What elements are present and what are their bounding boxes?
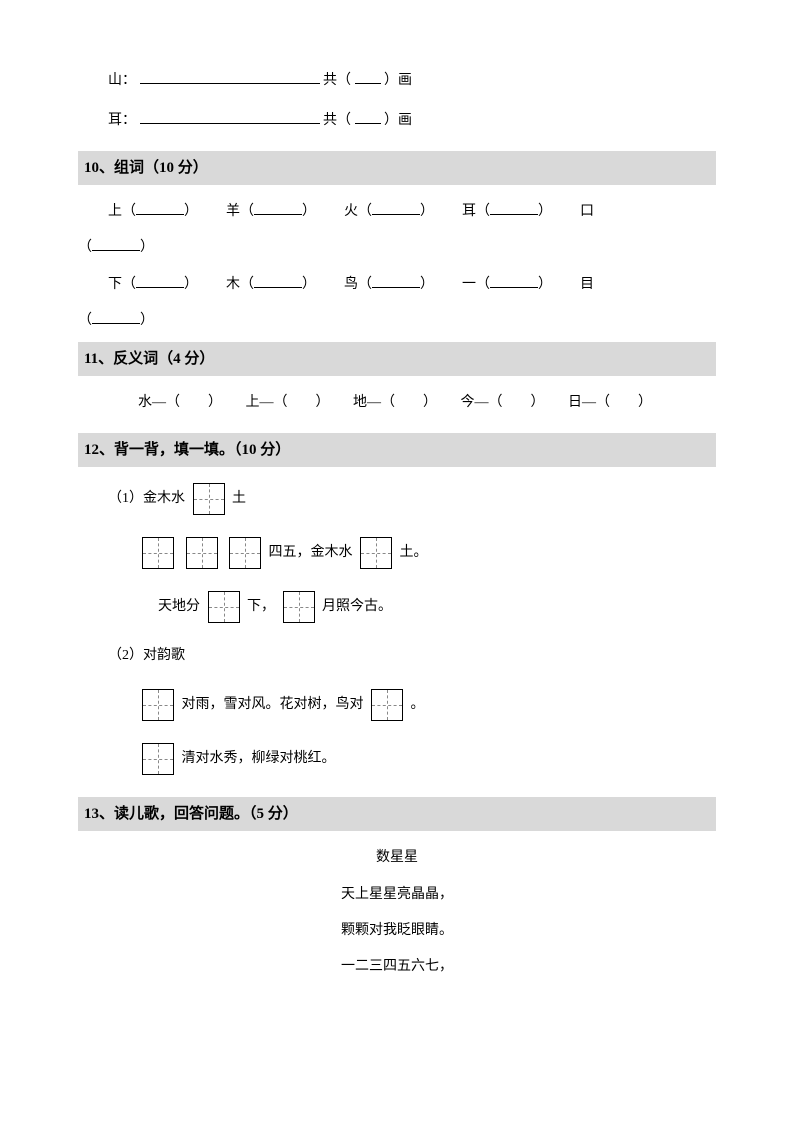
antonym-item[interactable]: 上—（ ） [246,395,330,410]
tian-box[interactable] [193,483,225,515]
blank-count[interactable] [355,70,381,84]
blank-word[interactable] [92,237,140,251]
tian-box[interactable] [283,591,315,623]
q12-text: （1）金木水 [108,491,185,506]
suffix: ）画 [384,113,412,128]
antonym-item[interactable]: 日—（ ） [568,395,652,410]
poem-line: 一二三四五六七， [78,956,716,978]
close-paren: ） [420,204,434,219]
q12-text: 。 [411,697,425,712]
poem-line: 颗颗对我眨眼睛。 [78,920,716,942]
q10-row2: 下（ ） 木（ ） 鸟（ ） 一（ ） 目 [78,274,716,310]
blank-word[interactable] [372,201,420,215]
q12-line3: 天地分 下， 月照今古。 [78,591,716,623]
blank-strokes[interactable] [140,70,320,84]
q12-text: 下， [247,599,275,614]
word-prompt: 目 [580,277,594,292]
close-paren: ） [302,204,316,219]
q11-header: 11、反义词（4 分） [78,342,716,376]
blank-word[interactable] [490,274,538,288]
word-prompt: 火（ [344,204,372,219]
word-prompt: 口 [580,204,594,219]
antonym-item[interactable]: 今—（ ） [461,395,545,410]
tian-box[interactable] [229,537,261,569]
close-paren: ） [538,204,552,219]
stroke-line-2: 耳： 共（ ）画 [78,110,716,132]
blank-count[interactable] [355,110,381,124]
word-prompt: 一（ [462,277,490,292]
q12-line5: 清对水秀，柳绿对桃红。 [78,743,716,775]
word-prompt: 羊（ [226,204,254,219]
q12-text: 月照今古。 [322,599,392,614]
blank-word[interactable] [254,274,302,288]
word-prompt: 鸟（ [344,277,372,292]
q12-text: 对雨，雪对风。花对树，鸟对 [182,697,364,712]
q12-text: 土。 [400,545,428,560]
close-paren: ） [538,277,552,292]
stroke-line-1: 山： 共（ ）画 [78,70,716,92]
antonym-item[interactable]: 水—（ ） [138,395,222,410]
q12-text: 四五，金木水 [269,545,353,560]
tian-box[interactable] [371,689,403,721]
blank-strokes[interactable] [140,110,320,124]
tian-box[interactable] [142,743,174,775]
q12-header: 12、背一背，填一填。（10 分） [78,433,716,467]
poem-line: 天上星星亮晶晶， [78,884,716,906]
blank-word[interactable] [92,310,140,324]
blank-word[interactable] [254,201,302,215]
q12-text: 土 [232,491,246,506]
blank-word[interactable] [372,274,420,288]
word-prompt: 木（ [226,277,254,292]
q12-p1: （1）金木水 土 [78,483,716,515]
blank-word[interactable] [136,274,184,288]
tian-box[interactable] [208,591,240,623]
suffix: ）画 [384,73,412,88]
tian-box[interactable] [142,537,174,569]
q12-line4: 对雨，雪对风。花对树，鸟对 。 [78,689,716,721]
blank-word[interactable] [136,201,184,215]
q12-line2: 四五，金木水 土。 [78,537,716,569]
suffix: 共（ [323,73,351,88]
close-paren: ） [184,204,198,219]
q10-header: 10、组词（10 分） [78,151,716,185]
word-prompt: 耳（ [462,204,490,219]
q11-items: 水—（ ） 上—（ ） 地—（ ） 今—（ ） 日—（ ） [78,392,716,414]
close-paren: ） [184,277,198,292]
tian-box[interactable] [360,537,392,569]
char-label: 山： [108,73,136,88]
q12-text: 清对水秀，柳绿对桃红。 [182,751,336,766]
word-prompt: 上（ [108,204,136,219]
poem-title: 数星星 [78,847,716,869]
blank-word[interactable] [490,201,538,215]
antonym-item[interactable]: 地—（ ） [353,395,437,410]
close-paren: ） [302,277,316,292]
tian-box[interactable] [142,689,174,721]
q12-p2: （2）对韵歌 [78,645,716,667]
q10-row1: 上（ ） 羊（ ） 火（ ） 耳（ ） 口 [78,201,716,237]
word-prompt: 下（ [108,277,136,292]
tian-box[interactable] [186,537,218,569]
q13-header: 13、读儿歌，回答问题。（5 分） [78,797,716,831]
char-label: 耳： [108,113,136,128]
close-paren: ） [420,277,434,292]
suffix: 共（ [323,113,351,128]
q12-text: 天地分 [158,599,200,614]
